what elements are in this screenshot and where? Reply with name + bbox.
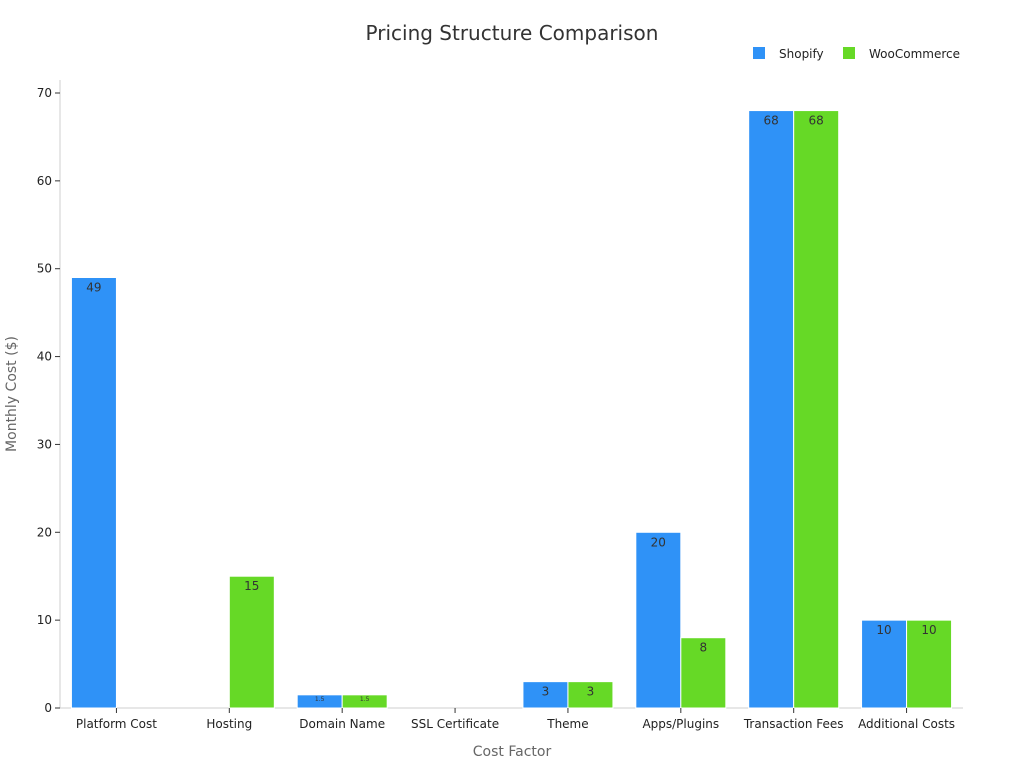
- x-tick-label: SSL Certificate: [411, 717, 499, 731]
- data-label-woocommerce-1: 15: [244, 579, 259, 593]
- legend-label-shopify: Shopify: [779, 47, 824, 61]
- legend: Shopify WooCommerce: [753, 47, 960, 61]
- chart-title: Pricing Structure Comparison: [366, 21, 659, 45]
- y-tick-label: 50: [37, 262, 52, 276]
- bar-shopify-5: [635, 531, 682, 709]
- data-label-woocommerce-6: 68: [809, 114, 824, 128]
- data-label-shopify-5: 20: [651, 535, 666, 549]
- bar-shopify-6: [748, 110, 795, 709]
- x-tick-label: Domain Name: [299, 717, 385, 731]
- bar-woocommerce-4: [567, 681, 614, 709]
- bar-woocommerce-2: [341, 694, 388, 709]
- y-tick-label: 70: [37, 86, 52, 100]
- y-tick-label: 10: [37, 613, 52, 627]
- legend-swatch-woocommerce: [843, 47, 855, 59]
- data-label-shopify-0: 49: [86, 281, 101, 295]
- x-tick-label: Platform Cost: [76, 717, 157, 731]
- bar-woocommerce-7: [906, 619, 953, 709]
- y-tick-label: 60: [37, 174, 52, 188]
- data-label-shopify-6: 68: [764, 114, 779, 128]
- data-label-woocommerce-2: 1.5: [360, 696, 370, 703]
- data-label-woocommerce-7: 10: [921, 623, 936, 637]
- x-tick-label: Transaction Fees: [743, 717, 844, 731]
- data-label-shopify-2: 1.5: [315, 696, 325, 703]
- bar-shopify-0: [70, 277, 117, 709]
- data-label-woocommerce-4: 3: [587, 685, 595, 699]
- data-label-shopify-4: 3: [542, 685, 550, 699]
- bar-woocommerce-5: [680, 637, 727, 709]
- y-tick-label: 0: [44, 701, 52, 715]
- x-tick-label: Theme: [546, 717, 588, 731]
- y-tick-label: 30: [37, 437, 52, 451]
- y-tick-label: 20: [37, 525, 52, 539]
- bar-woocommerce-6: [793, 110, 840, 709]
- bar-shopify-4: [522, 681, 569, 709]
- x-axis-title: Cost Factor: [473, 744, 552, 760]
- data-label-woocommerce-5: 8: [699, 641, 707, 655]
- bar-labels-group: 49 15 1.5 1.5 3 3 20 8 68 68 10 10: [86, 114, 936, 703]
- y-tick-label: 40: [37, 350, 52, 364]
- x-tick-label: Additional Costs: [858, 717, 955, 731]
- legend-label-woocommerce: WooCommerce: [869, 47, 960, 61]
- bar-woocommerce-1: [228, 575, 275, 709]
- legend-swatch-shopify: [753, 47, 765, 59]
- x-tick-label: Hosting: [206, 717, 252, 731]
- y-axis-ticks: 0 10 20 30 40 50 60 70: [37, 86, 60, 715]
- data-label-shopify-7: 10: [876, 623, 891, 637]
- x-axis-ticks: Platform Cost Hosting Domain Name SSL Certi…: [76, 708, 955, 731]
- y-axis-title: Monthly Cost ($): [4, 336, 20, 452]
- bars-group: [70, 110, 953, 709]
- x-tick-label: Apps/Plugins: [642, 717, 719, 731]
